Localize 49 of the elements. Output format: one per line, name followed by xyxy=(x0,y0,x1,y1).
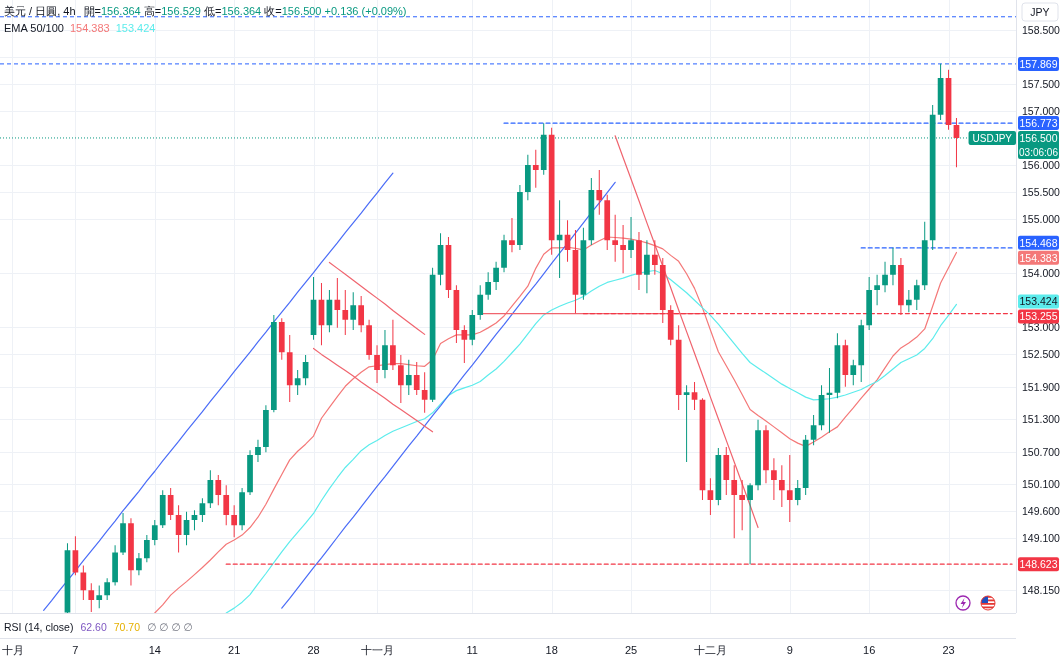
text: ∅ ∅ ∅ ∅ xyxy=(147,620,193,633)
x-tick-label: 14 xyxy=(148,644,161,656)
text: 153.424 xyxy=(1019,295,1058,308)
x-tick-label: 16 xyxy=(863,644,876,656)
annotation: EMA 50/100 xyxy=(4,22,64,34)
y-tick-label: 157.000 xyxy=(1022,104,1061,117)
x-tick-label: 7 xyxy=(72,644,79,656)
ref-line-label: 157.869 xyxy=(1019,57,1058,70)
text: 03:06:06 xyxy=(1019,146,1059,158)
y-tick-label: 158.500 xyxy=(1022,23,1061,36)
y-tick-label: 155.000 xyxy=(1022,213,1061,226)
ref-line-label: 156.500 xyxy=(1019,132,1058,145)
x-tick-label: 23 xyxy=(942,644,955,656)
data-label: 156.773 xyxy=(1019,117,1058,130)
data-label: 154.468 xyxy=(1019,236,1058,249)
y-tick-label: 149.100 xyxy=(1022,532,1061,545)
x-tick-label: 十二月 xyxy=(693,644,727,656)
y-tick-label: 154.000 xyxy=(1022,267,1061,280)
x-tick-label: 25 xyxy=(624,644,638,656)
annotation: 153.424 xyxy=(115,22,156,34)
x-tick-label: 18 xyxy=(545,644,558,656)
y-tick-label: 150.700 xyxy=(1022,445,1061,458)
y-tick-label: 152.500 xyxy=(1022,348,1061,361)
y-tick-label: 150.100 xyxy=(1022,478,1061,491)
x-tick-label: 28 xyxy=(307,644,320,656)
y-tick-label: 151.900 xyxy=(1022,380,1061,393)
text: 62.60 xyxy=(80,620,107,633)
data-label: 148.623 xyxy=(1019,558,1058,571)
text: 70.70 xyxy=(113,620,141,633)
x-tick-label: 9 xyxy=(786,644,793,656)
x-tick-label: 十一月 xyxy=(360,644,394,656)
data-label: 153.255 xyxy=(1019,310,1058,323)
x-tick-label: 十月 xyxy=(2,644,24,656)
x-tick-label: 11 xyxy=(466,644,478,656)
y-tick-label: 155.500 xyxy=(1022,186,1061,199)
annotation: 154.383 xyxy=(69,22,110,34)
y-axis-title: JPY xyxy=(1030,6,1050,18)
annotation: USDJPY xyxy=(972,132,1013,144)
y-tick-label: 157.500 xyxy=(1022,77,1061,90)
y-tick-label: 151.300 xyxy=(1022,413,1061,426)
text: RSI (14, close) xyxy=(4,620,74,633)
text: 開=156.364 高=156.529 低=156.364 收=156.500 +0.136 (+0.09%) xyxy=(83,5,407,17)
y-tick-label: 156.000 xyxy=(1022,159,1061,172)
x-tick-label: 21 xyxy=(228,644,241,656)
y-tick-label: 148.150 xyxy=(1022,583,1061,596)
chart-title: 美元 / 日圓, 4h xyxy=(4,5,76,17)
y-tick-label: 149.600 xyxy=(1022,505,1061,518)
y-tick-label: 153.000 xyxy=(1022,321,1061,334)
text: 154.383 xyxy=(1019,251,1058,264)
